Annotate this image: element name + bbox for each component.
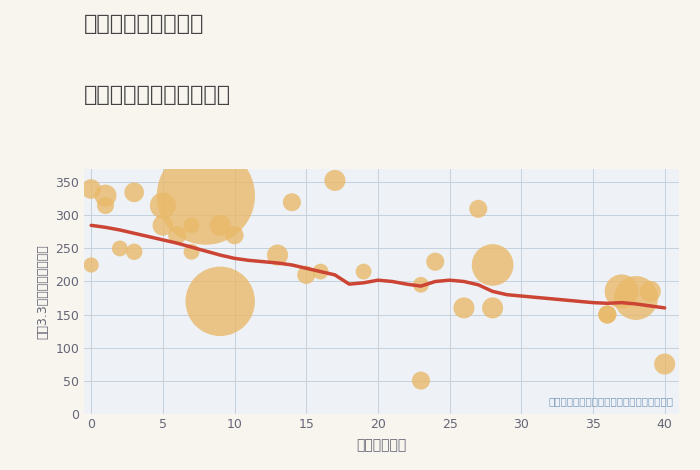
Point bbox=[100, 202, 111, 209]
Point bbox=[473, 205, 484, 212]
Point bbox=[487, 261, 498, 269]
Point bbox=[300, 271, 312, 279]
Point bbox=[158, 202, 169, 209]
Point bbox=[430, 258, 441, 266]
Point bbox=[272, 251, 284, 259]
Point bbox=[645, 288, 656, 295]
Y-axis label: 坪（3.3㎡）単価（万円）: 坪（3.3㎡）単価（万円） bbox=[36, 244, 50, 339]
Point bbox=[631, 294, 642, 302]
Point bbox=[85, 261, 97, 269]
Point bbox=[602, 311, 613, 318]
Point bbox=[329, 177, 340, 184]
Point bbox=[415, 377, 426, 384]
Point bbox=[602, 311, 613, 318]
Text: 円の大きさは、取引のあった物件面積を示す: 円の大きさは、取引のあった物件面積を示す bbox=[548, 396, 673, 406]
Point bbox=[358, 268, 369, 275]
Point bbox=[616, 288, 627, 295]
Point bbox=[186, 221, 197, 229]
Point bbox=[415, 281, 426, 289]
Point bbox=[659, 360, 671, 368]
Point bbox=[286, 198, 297, 206]
Point bbox=[186, 248, 197, 256]
Point bbox=[85, 185, 97, 193]
X-axis label: 築年数（年）: 築年数（年） bbox=[356, 439, 407, 453]
Point bbox=[129, 188, 140, 196]
Point bbox=[458, 304, 470, 312]
Point bbox=[200, 192, 211, 199]
Point bbox=[315, 268, 326, 275]
Point bbox=[229, 232, 240, 239]
Point bbox=[215, 221, 226, 229]
Point bbox=[215, 298, 226, 305]
Text: 東京都品川区勝島の: 東京都品川区勝島の bbox=[84, 14, 204, 34]
Point bbox=[129, 248, 140, 256]
Text: 築年数別中古戸建て価格: 築年数別中古戸建て価格 bbox=[84, 85, 231, 105]
Point bbox=[158, 221, 169, 229]
Point bbox=[172, 232, 183, 239]
Point bbox=[114, 245, 125, 252]
Point bbox=[487, 304, 498, 312]
Point bbox=[100, 192, 111, 199]
